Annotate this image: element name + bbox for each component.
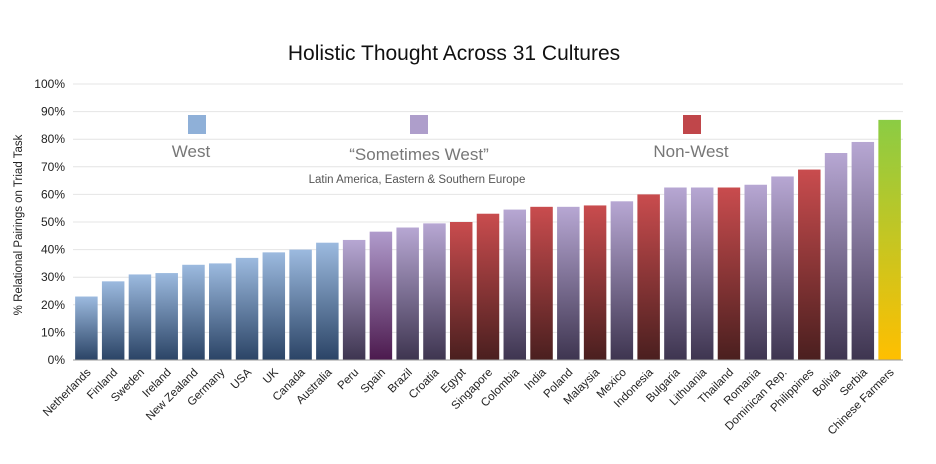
bar-dominican-rep bbox=[771, 176, 794, 360]
bar-egypt bbox=[449, 222, 473, 360]
bars bbox=[75, 119, 901, 360]
x-category-label: Spain bbox=[359, 367, 388, 396]
bar-usa bbox=[235, 257, 259, 360]
y-tick-label: 50% bbox=[41, 215, 65, 229]
bar-peru bbox=[342, 239, 366, 360]
legend-swatch-sometimes-west bbox=[410, 115, 428, 134]
bar-mexico bbox=[610, 201, 634, 360]
x-category-label: Croatia bbox=[407, 366, 442, 401]
bar-chinese-farmers bbox=[878, 119, 901, 360]
y-axis-ticks: 0% 10% 20% 30% 40% 50% 60% 70% 80% 90% 100% bbox=[34, 77, 65, 367]
x-category-label: Peru bbox=[336, 367, 362, 393]
legend-label-non-west: Non-West bbox=[653, 142, 729, 161]
bar-netherlands bbox=[75, 296, 98, 360]
legend-label-west: West bbox=[172, 142, 211, 161]
y-tick-label: 30% bbox=[41, 270, 65, 284]
y-tick-label: 80% bbox=[41, 132, 65, 146]
legend-swatch-non-west bbox=[683, 115, 701, 134]
bar-indonesia bbox=[637, 194, 660, 360]
bar-poland bbox=[557, 206, 580, 360]
bar-brazil bbox=[396, 227, 419, 360]
bar-romania bbox=[744, 184, 767, 360]
x-category-label: Bolivia bbox=[811, 366, 844, 399]
bar-germany bbox=[209, 263, 232, 360]
bar-ireland bbox=[155, 273, 178, 360]
chart-title: Holistic Thought Across 31 Cultures bbox=[288, 42, 620, 65]
bar-philippines bbox=[798, 169, 821, 360]
bar-singapore bbox=[476, 213, 500, 360]
bar-new-zealand bbox=[182, 264, 205, 360]
y-tick-label: 60% bbox=[41, 187, 65, 201]
legend-sublabel-sometimes-west: Latin America, Eastern & Southern Europe bbox=[309, 174, 526, 186]
legend: West “Sometimes West” Latin America, Eas… bbox=[172, 115, 729, 186]
bar-colombia bbox=[503, 209, 527, 360]
bar-croatia bbox=[423, 223, 446, 360]
x-category-label: UK bbox=[261, 366, 281, 386]
bar-sweden bbox=[128, 274, 152, 360]
y-tick-label: 20% bbox=[41, 298, 65, 312]
y-tick-label: 70% bbox=[41, 160, 65, 174]
bar-thailand bbox=[717, 187, 741, 360]
y-tick-label: 0% bbox=[48, 353, 66, 367]
bar-spain bbox=[369, 231, 393, 360]
x-category-label: USA bbox=[229, 366, 254, 391]
legend-label-sometimes-west: “Sometimes West” bbox=[349, 145, 489, 164]
bar-bulgaria bbox=[664, 187, 687, 360]
y-tick-label: 40% bbox=[41, 243, 65, 257]
bar-finland bbox=[101, 281, 125, 360]
bar-malaysia bbox=[583, 205, 607, 360]
bar-lithuania bbox=[690, 187, 714, 360]
y-tick-label: 100% bbox=[34, 77, 65, 91]
bar-australia bbox=[316, 242, 339, 360]
y-axis-label: % Relational Pairings on Triad Task bbox=[13, 134, 25, 315]
y-tick-label: 90% bbox=[41, 105, 65, 119]
bar-india bbox=[530, 206, 553, 360]
legend-swatch-west bbox=[188, 115, 206, 134]
bar-canada bbox=[289, 249, 312, 360]
y-tick-label: 10% bbox=[41, 325, 65, 339]
bar-bolivia bbox=[824, 153, 848, 360]
bar-uk bbox=[262, 252, 286, 360]
bar-serbia bbox=[851, 141, 875, 360]
